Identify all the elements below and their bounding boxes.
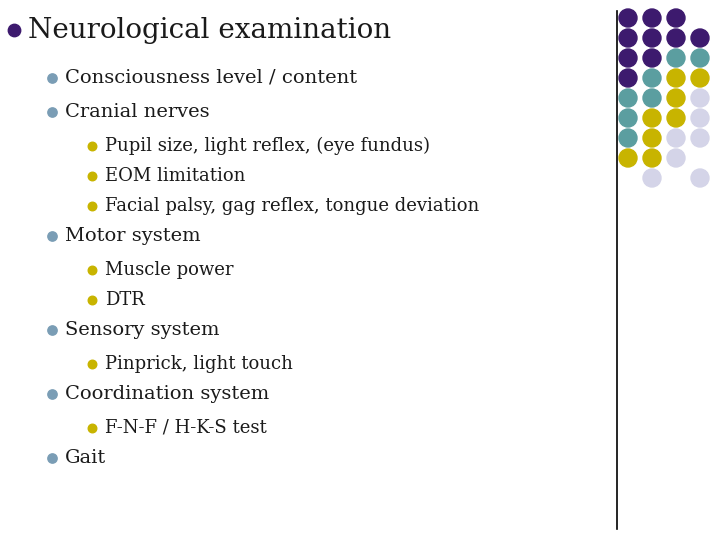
Circle shape [619, 69, 637, 87]
Text: Pupil size, light reflex, (eye fundus): Pupil size, light reflex, (eye fundus) [105, 137, 430, 155]
Circle shape [691, 29, 709, 47]
Text: Muscle power: Muscle power [105, 261, 233, 279]
Circle shape [667, 29, 685, 47]
Point [86, 266, 98, 274]
Circle shape [667, 49, 685, 67]
Circle shape [643, 89, 661, 107]
Point [46, 326, 58, 334]
Circle shape [643, 109, 661, 127]
Circle shape [691, 169, 709, 187]
Circle shape [643, 9, 661, 27]
Circle shape [691, 109, 709, 127]
Point [8, 26, 19, 35]
Circle shape [667, 69, 685, 87]
Circle shape [691, 129, 709, 147]
Text: Cranial nerves: Cranial nerves [65, 103, 210, 121]
Text: Facial palsy, gag reflex, tongue deviation: Facial palsy, gag reflex, tongue deviati… [105, 197, 480, 215]
Text: Neurological examination: Neurological examination [28, 17, 391, 44]
Circle shape [643, 29, 661, 47]
Circle shape [667, 109, 685, 127]
Circle shape [643, 169, 661, 187]
Circle shape [691, 69, 709, 87]
Circle shape [691, 89, 709, 107]
Text: Consciousness level / content: Consciousness level / content [65, 69, 357, 87]
Circle shape [643, 49, 661, 67]
Circle shape [643, 149, 661, 167]
Point [46, 232, 58, 240]
Circle shape [619, 49, 637, 67]
Text: Gait: Gait [65, 449, 107, 467]
Text: EOM limitation: EOM limitation [105, 167, 246, 185]
Point [86, 296, 98, 305]
Circle shape [619, 109, 637, 127]
Point [46, 73, 58, 82]
Point [46, 454, 58, 462]
Text: Coordination system: Coordination system [65, 385, 269, 403]
Circle shape [619, 89, 637, 107]
Text: F-N-F / H-K-S test: F-N-F / H-K-S test [105, 419, 266, 437]
Point [86, 201, 98, 210]
Circle shape [619, 29, 637, 47]
Text: Pinprick, light touch: Pinprick, light touch [105, 355, 293, 373]
Text: Motor system: Motor system [65, 227, 201, 245]
Point [86, 141, 98, 150]
Circle shape [667, 89, 685, 107]
Circle shape [691, 49, 709, 67]
Circle shape [619, 9, 637, 27]
Circle shape [667, 9, 685, 27]
Circle shape [619, 149, 637, 167]
Circle shape [619, 129, 637, 147]
Text: DTR: DTR [105, 291, 145, 309]
Point [46, 390, 58, 399]
Circle shape [643, 69, 661, 87]
Point [46, 107, 58, 116]
Point [86, 424, 98, 433]
Text: Sensory system: Sensory system [65, 321, 220, 339]
Circle shape [643, 129, 661, 147]
Point [86, 360, 98, 368]
Point [86, 172, 98, 180]
Circle shape [667, 149, 685, 167]
Circle shape [667, 129, 685, 147]
